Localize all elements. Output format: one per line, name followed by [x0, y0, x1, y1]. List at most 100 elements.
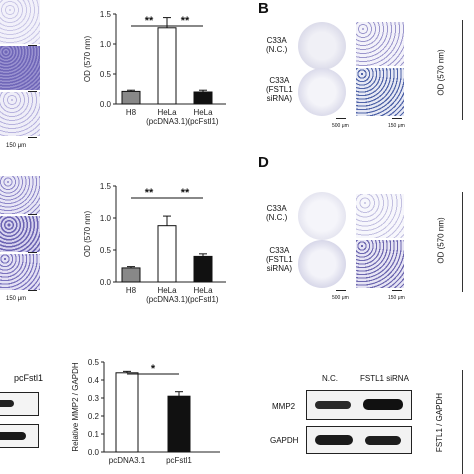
western-blot-gapdh [306, 426, 412, 454]
significance-marker: ** [145, 187, 154, 199]
scale-bar [28, 214, 37, 215]
bar [121, 267, 141, 283]
western-blot-band-gapdh [0, 424, 39, 448]
y-tick-label: 0.2 [88, 412, 100, 421]
mmp2-bar-chart: 0.0 0.1 0.2 0.3 0.4 0.5 Relative MMP2 / GAPDH p… [71, 358, 220, 465]
y-tick-label: 0.0 [88, 448, 100, 457]
micrograph-hela-second-bottom [0, 254, 40, 290]
od-bar-chart-middle: 0.00.51.01.5OD (570 nm)H8 HeLa(pcDNA3.1)H… [83, 182, 226, 304]
y-tick-label: 0.1 [88, 430, 100, 439]
scale-bar [392, 290, 402, 291]
y-tick-label: 0.3 [88, 394, 100, 403]
micrograph-hela-second-mid [0, 216, 40, 252]
x-tick-label: HeLa [193, 286, 213, 295]
western-blot-mmp2 [306, 390, 412, 420]
y-tick-label: 1.5 [100, 182, 112, 191]
bar [193, 91, 213, 105]
bar [115, 372, 139, 453]
scale-bar [336, 290, 346, 291]
y-tick-label: 0.5 [88, 358, 100, 367]
western-blot-band-mmp2 [0, 392, 39, 416]
row-label-nc: C33A (N.C.) [266, 36, 288, 54]
scale-bar-label: 150 μm [6, 296, 27, 302]
row-label-nc: C33A (N.C.) [266, 204, 288, 222]
well-image-nc [298, 192, 346, 240]
y-axis-label: OD (570 nm) [83, 36, 92, 83]
bar [193, 255, 213, 283]
scale-bar [28, 137, 37, 138]
od-bar-chart-top: 0.00.51.01.5OD (570 nm)H8 HeLa(pcDNA3.1)H… [83, 10, 226, 126]
x-tick-label: HeLa [193, 108, 213, 117]
micrograph-hela-pcfstl1 [0, 92, 40, 136]
blot-band [315, 435, 353, 445]
scale-bar-label: 150 μm [6, 143, 27, 149]
bar [121, 90, 141, 105]
scale-bar [28, 290, 37, 291]
y-tick-label: 0.5 [100, 70, 112, 79]
micrograph-sirna-zoom [356, 240, 404, 288]
significance-marker: ** [145, 15, 154, 27]
scale-bar [28, 252, 37, 253]
significance-marker: ** [181, 187, 190, 199]
x-tick-label: (pcDNA3.1) [146, 117, 188, 126]
scale-bar [336, 118, 346, 119]
blot-row-gapdh: GAPDH [270, 436, 299, 445]
y-tick-label: 1.0 [100, 214, 112, 223]
blot-band [365, 436, 401, 445]
blot-band [363, 399, 403, 410]
scale-bar-label: 500 μm [332, 123, 349, 129]
well-image-sirna [298, 240, 346, 288]
x-tick-label: pcDNA3.1 [109, 456, 146, 465]
row-label-sirna: C33A (FSTL1 siRNA) [266, 76, 293, 103]
y-tick-label: 0.0 [100, 278, 112, 287]
chart-axis-stub [462, 192, 463, 292]
y-tick-label: 1.5 [100, 10, 112, 19]
blot-band [315, 401, 351, 409]
significance-marker: ** [181, 15, 190, 27]
y-tick-label: 0.4 [88, 376, 100, 385]
scale-bar-label: 150 μm [388, 123, 405, 129]
well-image-sirna [298, 68, 346, 116]
blot-row-mmp2: MMP2 [272, 402, 296, 411]
chart-axis-stub [462, 20, 463, 120]
micrograph-hela-second-top [0, 176, 40, 214]
x-tick-label: HeLa [157, 108, 177, 117]
y-axis-label: OD (570 nm) [83, 211, 92, 258]
right-ylabel: OD (570 nm) [436, 49, 446, 96]
blot-lane-label: pcFstl1 [14, 373, 44, 383]
scale-bar [392, 118, 402, 119]
micrograph-sirna-zoom [356, 68, 404, 116]
x-tick-label: (pcDNA3.1) [146, 295, 188, 304]
x-tick-label: H8 [126, 108, 137, 117]
chart-axis-stub [462, 370, 463, 474]
x-tick-label: HeLa [157, 286, 177, 295]
y-tick-label: 0.0 [100, 100, 112, 109]
blot-header-sirna: FSTL1 siRNA [360, 374, 409, 383]
micrograph-nc-zoom [356, 22, 404, 66]
bar [157, 27, 177, 105]
panel-label-b: B [258, 0, 269, 17]
micrograph-hela-pcdna-top [0, 0, 40, 44]
blot-header-nc: N.C. [322, 374, 338, 383]
scale-bar [28, 91, 37, 92]
micrograph-hela-pcdna-mid [0, 46, 40, 90]
y-tick-label: 1.0 [100, 40, 112, 49]
significance-marker: * [151, 363, 156, 375]
x-tick-label: pcFstl1 [166, 456, 192, 465]
y-tick-label: 0.5 [100, 246, 112, 255]
well-image-nc [298, 22, 346, 70]
blot-band [0, 400, 14, 407]
scale-bar [28, 45, 37, 46]
micrograph-nc-zoom [356, 194, 404, 238]
blot-band [0, 432, 26, 440]
scale-bar-label: 500 μm [332, 295, 349, 301]
bar [167, 395, 191, 453]
panel-label-d: D [258, 154, 269, 171]
bar [157, 225, 177, 283]
right-ylabel: OD (570 nm) [436, 217, 446, 264]
right-bottom-ylabel: FSTL1 / GAPDH [435, 392, 445, 453]
x-tick-label: (pcFstl1) [187, 117, 218, 126]
row-label-sirna: C33A (FSTL1 siRNA) [266, 246, 293, 273]
x-tick-label: (pcFstl1) [187, 295, 218, 304]
scale-bar-label: 150 μm [388, 295, 405, 301]
